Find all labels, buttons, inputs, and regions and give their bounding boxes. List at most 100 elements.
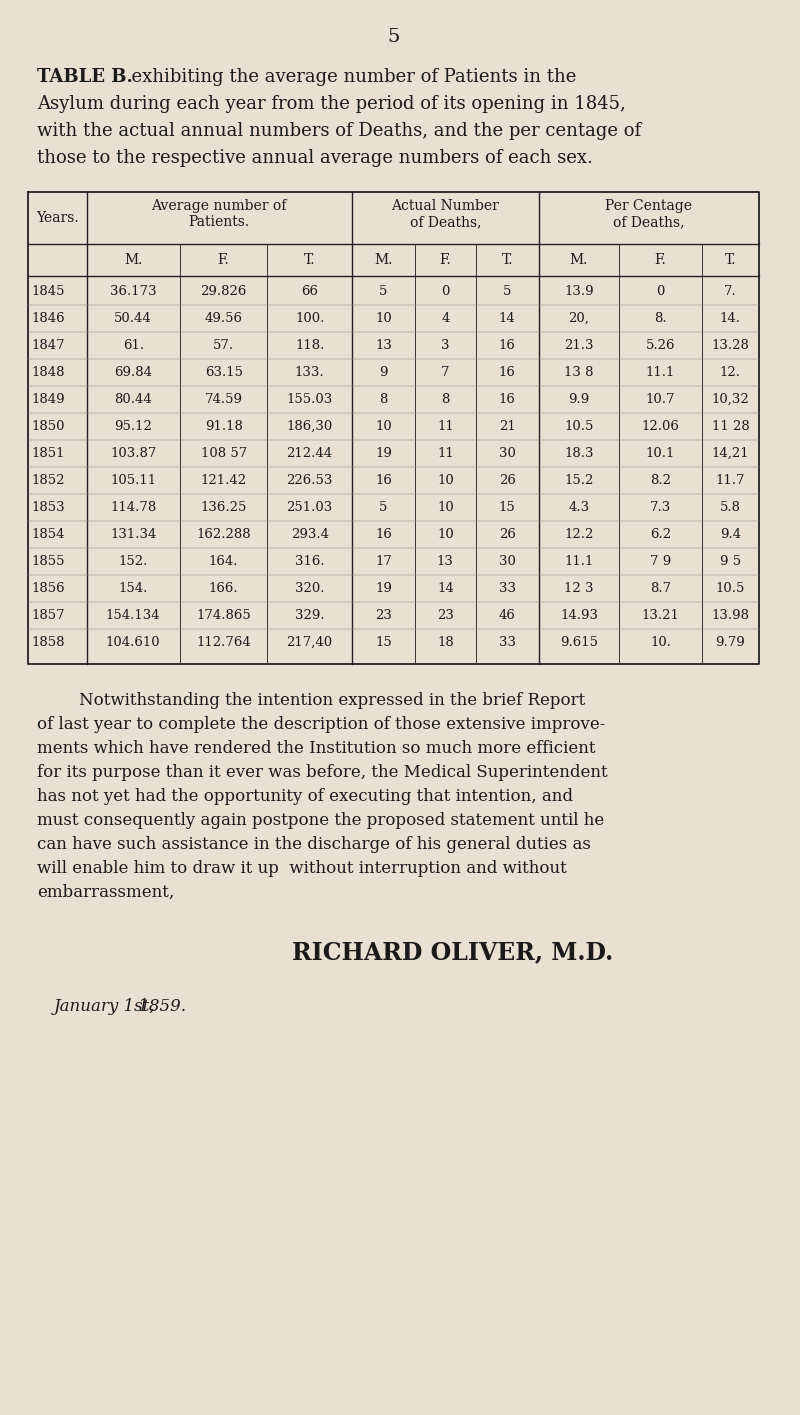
- Text: 1857: 1857: [31, 608, 65, 623]
- Text: 18.3: 18.3: [564, 447, 594, 460]
- Text: 114.78: 114.78: [110, 501, 156, 514]
- Text: 13: 13: [437, 555, 454, 567]
- Text: 63.15: 63.15: [205, 366, 242, 379]
- Text: 33: 33: [498, 635, 516, 649]
- Text: 13.21: 13.21: [642, 608, 679, 623]
- Text: 69.84: 69.84: [114, 366, 152, 379]
- Text: 166.: 166.: [209, 582, 238, 594]
- Text: 21: 21: [499, 420, 516, 433]
- Text: M.: M.: [570, 253, 588, 267]
- Text: 7 9: 7 9: [650, 555, 671, 567]
- Text: 1855: 1855: [31, 555, 65, 567]
- Text: 226.53: 226.53: [286, 474, 333, 487]
- Text: 105.11: 105.11: [110, 474, 156, 487]
- Text: 329.: 329.: [295, 608, 325, 623]
- Text: 15: 15: [499, 501, 516, 514]
- Text: 3: 3: [441, 340, 450, 352]
- Text: 74.59: 74.59: [205, 393, 242, 406]
- Text: 5: 5: [379, 284, 387, 299]
- Text: 16: 16: [499, 340, 516, 352]
- Text: 164.: 164.: [209, 555, 238, 567]
- Text: 11.1: 11.1: [646, 366, 675, 379]
- Text: 30: 30: [499, 555, 516, 567]
- Text: 5.26: 5.26: [646, 340, 675, 352]
- Text: 13.98: 13.98: [711, 608, 750, 623]
- Text: 10.5: 10.5: [564, 420, 594, 433]
- Text: 8: 8: [441, 393, 450, 406]
- Text: 20,: 20,: [569, 311, 590, 325]
- Text: 5: 5: [379, 501, 387, 514]
- Text: exhibiting the average number of Patients in the: exhibiting the average number of Patient…: [120, 68, 576, 86]
- Text: 131.34: 131.34: [110, 528, 156, 541]
- Text: 13.28: 13.28: [711, 340, 750, 352]
- Text: 118.: 118.: [295, 340, 324, 352]
- Text: 112.764: 112.764: [196, 635, 251, 649]
- Text: 30: 30: [499, 447, 516, 460]
- Text: 10: 10: [437, 501, 454, 514]
- Text: 14.: 14.: [720, 311, 741, 325]
- Text: 162.288: 162.288: [196, 528, 251, 541]
- Text: 46: 46: [499, 608, 516, 623]
- Text: 9.615: 9.615: [560, 635, 598, 649]
- Text: 10: 10: [375, 311, 392, 325]
- Text: 1851: 1851: [31, 447, 65, 460]
- Text: 1848: 1848: [31, 366, 65, 379]
- Text: 13.9: 13.9: [564, 284, 594, 299]
- Text: 8.7: 8.7: [650, 582, 671, 594]
- Text: 1850: 1850: [31, 420, 65, 433]
- Text: 7.3: 7.3: [650, 501, 671, 514]
- Text: 5.8: 5.8: [720, 501, 741, 514]
- Text: 11 28: 11 28: [711, 420, 750, 433]
- Text: Per Centage
of Deaths,: Per Centage of Deaths,: [606, 200, 692, 229]
- Text: 9.4: 9.4: [720, 528, 741, 541]
- Text: 14.93: 14.93: [560, 608, 598, 623]
- Text: 104.610: 104.610: [106, 635, 161, 649]
- Text: those to the respective annual average numbers of each sex.: those to the respective annual average n…: [38, 149, 594, 167]
- Text: 10: 10: [437, 528, 454, 541]
- Text: January 1st,: January 1st,: [54, 998, 155, 1015]
- Text: 80.44: 80.44: [114, 393, 152, 406]
- Text: 10.7: 10.7: [646, 393, 675, 406]
- Text: Asylum during each year from the period of its opening in 1845,: Asylum during each year from the period …: [38, 95, 626, 113]
- Text: 66: 66: [301, 284, 318, 299]
- Text: 14: 14: [499, 311, 516, 325]
- Text: 251.03: 251.03: [286, 501, 333, 514]
- Text: M.: M.: [374, 253, 393, 267]
- Text: T.: T.: [502, 253, 513, 267]
- Text: 12 3: 12 3: [564, 582, 594, 594]
- Text: 19: 19: [375, 582, 392, 594]
- Text: 16: 16: [375, 474, 392, 487]
- Text: 29.826: 29.826: [201, 284, 247, 299]
- Text: 4: 4: [441, 311, 450, 325]
- Text: 9.9: 9.9: [568, 393, 590, 406]
- Text: must consequently again postpone the proposed statement until he: must consequently again postpone the pro…: [38, 812, 605, 829]
- Text: 1846: 1846: [31, 311, 65, 325]
- Text: 1853: 1853: [31, 501, 65, 514]
- Text: Notwithstanding the intention expressed in the brief Report: Notwithstanding the intention expressed …: [38, 692, 586, 709]
- Text: 217,40: 217,40: [286, 635, 333, 649]
- Text: 10.5: 10.5: [716, 582, 745, 594]
- Text: 4.3: 4.3: [569, 501, 590, 514]
- Text: 18: 18: [437, 635, 454, 649]
- Text: embarrassment,: embarrassment,: [38, 884, 174, 901]
- Text: 11: 11: [437, 420, 454, 433]
- Text: 8.2: 8.2: [650, 474, 671, 487]
- Text: ments which have rendered the Institution so much more efficient: ments which have rendered the Institutio…: [38, 740, 596, 757]
- Text: 100.: 100.: [295, 311, 324, 325]
- Text: 17: 17: [375, 555, 392, 567]
- Text: 11: 11: [437, 447, 454, 460]
- Text: 293.4: 293.4: [290, 528, 329, 541]
- Text: 0: 0: [441, 284, 450, 299]
- Text: 12.: 12.: [720, 366, 741, 379]
- Text: 10,32: 10,32: [711, 393, 750, 406]
- Text: 1856: 1856: [31, 582, 65, 594]
- Text: 91.18: 91.18: [205, 420, 242, 433]
- Text: 21.3: 21.3: [564, 340, 594, 352]
- Text: Average number of
Patients.: Average number of Patients.: [151, 200, 287, 229]
- Text: 9 5: 9 5: [720, 555, 741, 567]
- Text: 13 8: 13 8: [564, 366, 594, 379]
- Text: 15.2: 15.2: [564, 474, 594, 487]
- Text: 136.25: 136.25: [201, 501, 247, 514]
- Text: 1859.: 1859.: [133, 998, 186, 1015]
- Text: will enable him to draw it up  without interruption and without: will enable him to draw it up without in…: [38, 860, 567, 877]
